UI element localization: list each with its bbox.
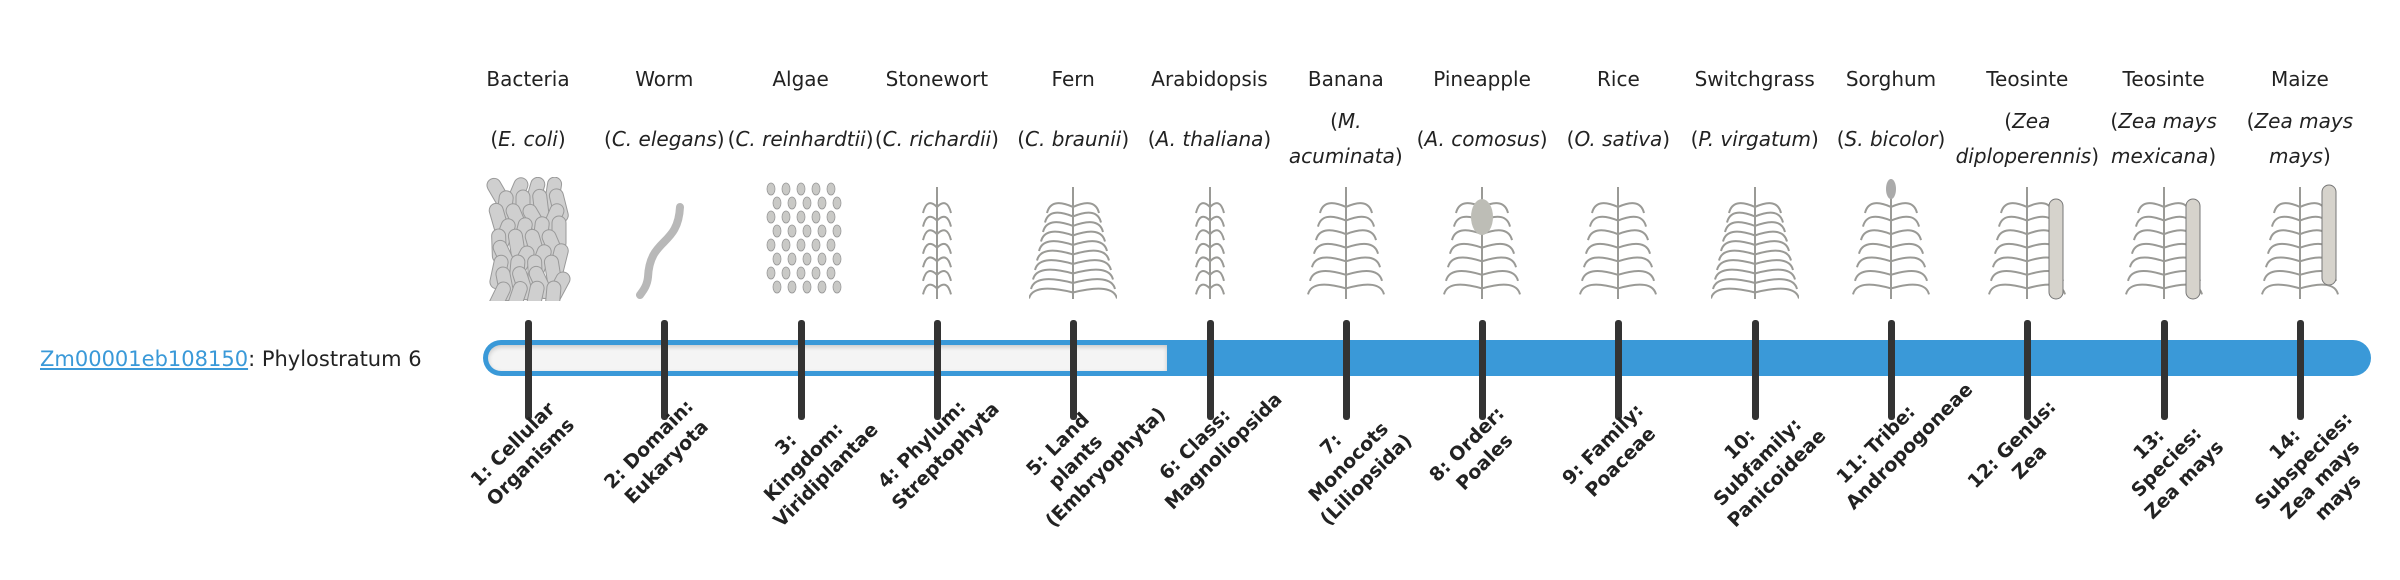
phylostratum-text: : Phylostratum 6: [248, 347, 422, 371]
stratum-tick: [1615, 320, 1623, 420]
stratum-label: 12: Genus: Zea: [1963, 396, 2061, 493]
organism-common-name: Bacteria: [486, 67, 570, 91]
algae-illustration: [757, 177, 845, 301]
organism-species-name: O. sativa: [1544, 104, 1692, 174]
organism-common-name: Pineapple: [1433, 67, 1531, 91]
species-italic: O. sativa: [1567, 122, 1670, 157]
organism-common-name: Teosinte: [2122, 67, 2205, 91]
organism-common-name: Switchgrass: [1694, 67, 1815, 91]
stratum-label: 5: Land plants (Embryophyta): [1022, 403, 1171, 532]
organism-common-name: Worm: [635, 67, 694, 91]
organism-species-name: P. virgatum: [1681, 104, 1829, 174]
stratum-tick: [2024, 320, 2032, 420]
stratum-label: 9: Family: Poaceae: [1558, 399, 1661, 502]
banana-illustration: [1302, 177, 1390, 301]
organism-common-name: Stonewort: [885, 67, 989, 91]
maize-illustration: [2256, 177, 2344, 301]
organism-common-name: Banana: [1307, 67, 1384, 91]
organism-species-name: A. comosus: [1408, 104, 1556, 174]
stratum-tick: [1206, 320, 1214, 420]
stratum-tick: [525, 320, 532, 420]
species-italic: C. reinhardtii: [728, 122, 874, 157]
stratum-tick: [1751, 320, 1759, 420]
stratum-tick: [1888, 320, 1895, 420]
species-italic: C. elegans: [604, 122, 725, 157]
stratum-tick: [933, 320, 941, 420]
organism-species-name: C. richardii: [863, 104, 1011, 174]
rice-illustration: [1574, 177, 1662, 301]
organism-common-name: Rice: [1597, 67, 1640, 91]
stratum-tick: [661, 320, 669, 420]
organism-common-name: Sorghum: [1845, 67, 1937, 91]
phylostratum-bar: [483, 340, 2371, 376]
organism-species-name: S. bicolor: [1817, 104, 1965, 174]
stratum-label: 1: Cellular Organisms: [466, 397, 579, 511]
bacteria-illustration: [484, 176, 572, 316]
gene-phylostratum-label: Zm00001eb108150: Phylostratum 6: [40, 342, 422, 376]
organism-common-name: Fern: [1051, 67, 1095, 91]
stratum-label: 2: Domain: Eukaryota: [600, 395, 714, 509]
worm-illustration: [620, 177, 708, 301]
organism-species-name: Zea mays mexicana: [2090, 104, 2238, 174]
stratum-tick: [2296, 320, 2304, 420]
species-italic: A. comosus: [1417, 122, 1548, 157]
switchgrass-illustration: [1709, 177, 1800, 301]
gene-id-link[interactable]: Zm00001eb108150: [40, 347, 249, 371]
species-italic: A. thaliana: [1148, 122, 1271, 157]
fern-illustration: [1028, 177, 1119, 301]
organism-common-name: Maize: [2270, 67, 2329, 91]
organism-common-name: Teosinte: [1986, 67, 2069, 91]
species-italic: Zea mays mays: [2226, 104, 2374, 174]
organism-common-name: Arabidopsis: [1151, 67, 1268, 91]
stratum-label: 14: Subspecies: Zea mays mays: [2250, 407, 2366, 526]
stratum-tick: [1070, 320, 1078, 420]
teosinte-illustration: [1983, 177, 2071, 301]
organism-common-name: Algae: [772, 67, 829, 91]
stratum-tick: [797, 320, 805, 420]
species-italic: C. braunii: [1017, 122, 1129, 157]
sorghum-illustration: [1847, 177, 1935, 301]
arabidopsis-illustration: [1166, 177, 1254, 301]
stratum-label: 8: Order: Poales: [1425, 402, 1518, 495]
organism-species-name: C. elegans: [590, 104, 738, 174]
stratum-label: 10: Subfamily: Panicoideae: [1709, 413, 1831, 532]
organism-species-name: C. reinhardtii: [727, 104, 875, 174]
organism-species-name: Zea diploperennis: [1953, 104, 2101, 174]
organism-species-name: Zea mays mays: [2226, 104, 2374, 174]
stratum-label: 3: Kingdom: Viridiplantae: [759, 418, 883, 532]
stratum-tick: [1342, 320, 1350, 420]
stratum-label: 7: Monocots (Liliopsida): [1304, 417, 1417, 531]
stratum-tick: [1479, 320, 1487, 420]
species-italic: C. richardii: [875, 122, 999, 157]
species-italic: Zea diploperennis: [1953, 104, 2101, 174]
stratum-label: 4: Phylum: Streptophyta: [873, 396, 1004, 515]
organism-species-name: E. coli: [454, 104, 602, 174]
organism-species-name: C. braunii: [999, 104, 1147, 174]
stonewort-illustration: [893, 177, 981, 301]
stratum-label: 13: Species: Zea mays: [2126, 422, 2228, 524]
teosinte-illustration: [2120, 177, 2208, 301]
stratum-label: 11: Tribe: Andropogoneae: [1832, 378, 1978, 515]
species-italic: M. acuminata: [1272, 104, 1420, 174]
pineapple-illustration: [1438, 177, 1526, 301]
species-italic: P. virgatum: [1691, 122, 1819, 157]
species-italic: E. coli: [490, 122, 565, 157]
stratum-tick: [2160, 320, 2168, 420]
species-italic: Zea mays mexicana: [2090, 104, 2238, 174]
species-italic: S. bicolor: [1837, 122, 1946, 157]
organism-species-name: A. thaliana: [1136, 104, 1284, 174]
organism-species-name: M. acuminata: [1272, 104, 1420, 174]
bar-unfilled-track: [488, 345, 1167, 371]
